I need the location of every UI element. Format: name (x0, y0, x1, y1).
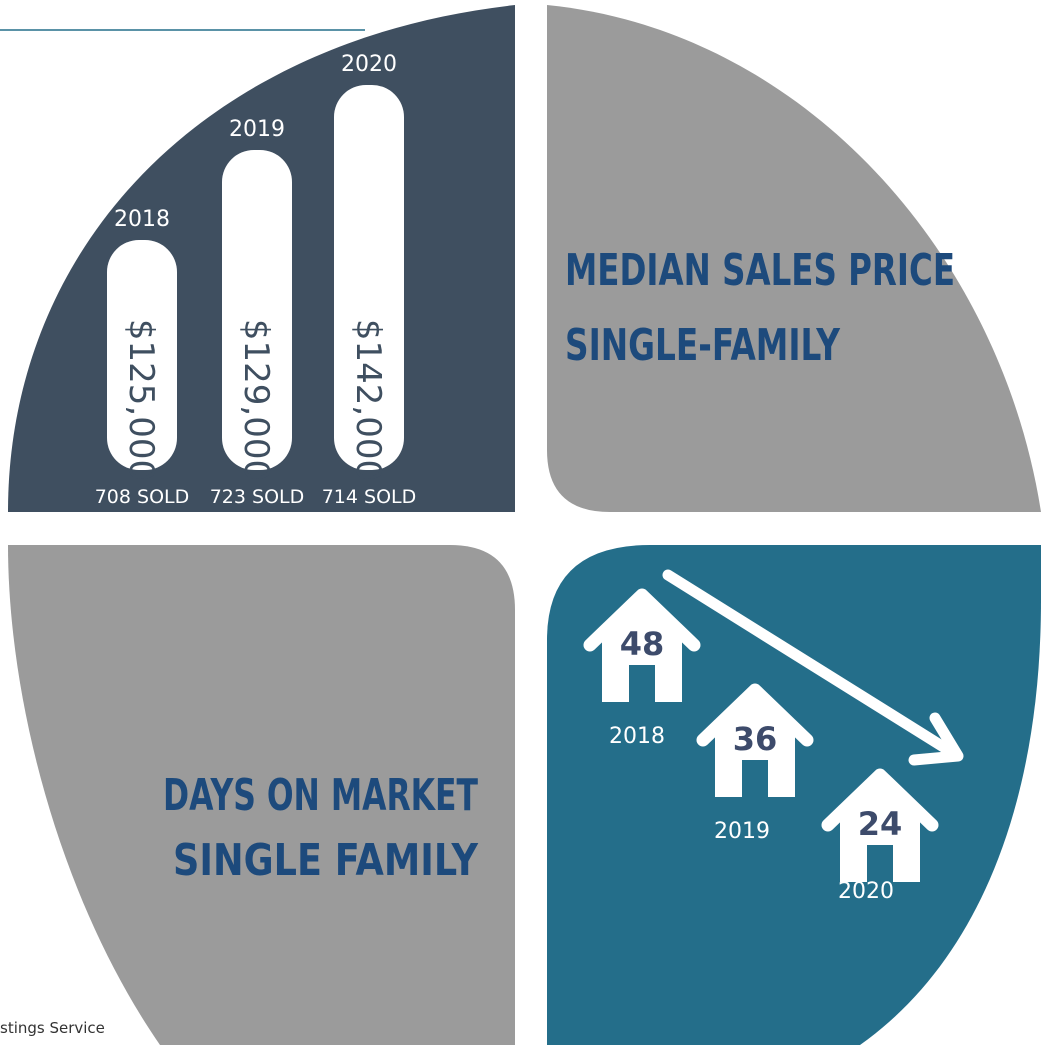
price-bar (334, 85, 404, 470)
price-title-panel (547, 5, 1041, 512)
source-note: stings Service (0, 1019, 105, 1037)
days-title: DAYS ON MARKET (163, 770, 478, 821)
bar-year: 2019 (229, 117, 285, 142)
bar-sold: 714 SOLD (322, 486, 417, 508)
house-roof (821, 768, 939, 832)
house-year: 2018 (609, 724, 665, 749)
bar-year: 2020 (341, 52, 397, 77)
house-days: 36 (733, 720, 778, 758)
price-bar (107, 240, 177, 470)
house-body (840, 783, 920, 882)
house-year: 2019 (714, 819, 770, 844)
bar-year: 2018 (114, 207, 170, 232)
bar-price: $142,000 (348, 319, 388, 481)
house-year: 2020 (838, 879, 894, 904)
house-body (715, 698, 795, 797)
days-title-panel (8, 545, 515, 1045)
house-body (602, 603, 682, 702)
trend-arrowhead (908, 712, 964, 766)
house-roof (583, 588, 701, 652)
bar-sold: 723 SOLD (210, 486, 305, 508)
trend-arrow (662, 569, 951, 754)
price-title: MEDIAN SALES PRICE (565, 245, 955, 296)
price-bar (222, 150, 292, 470)
house-days: 48 (620, 625, 665, 663)
price-subtitle: SINGLE-FAMILY (565, 320, 841, 371)
bar-price: $129,000 (236, 319, 276, 481)
bar-sold: 708 SOLD (95, 486, 190, 508)
bar-price: $125,000 (121, 319, 161, 481)
house-roof (696, 683, 814, 747)
days-subtitle: SINGLE FAMILY (173, 835, 479, 886)
house-days: 24 (858, 805, 903, 843)
